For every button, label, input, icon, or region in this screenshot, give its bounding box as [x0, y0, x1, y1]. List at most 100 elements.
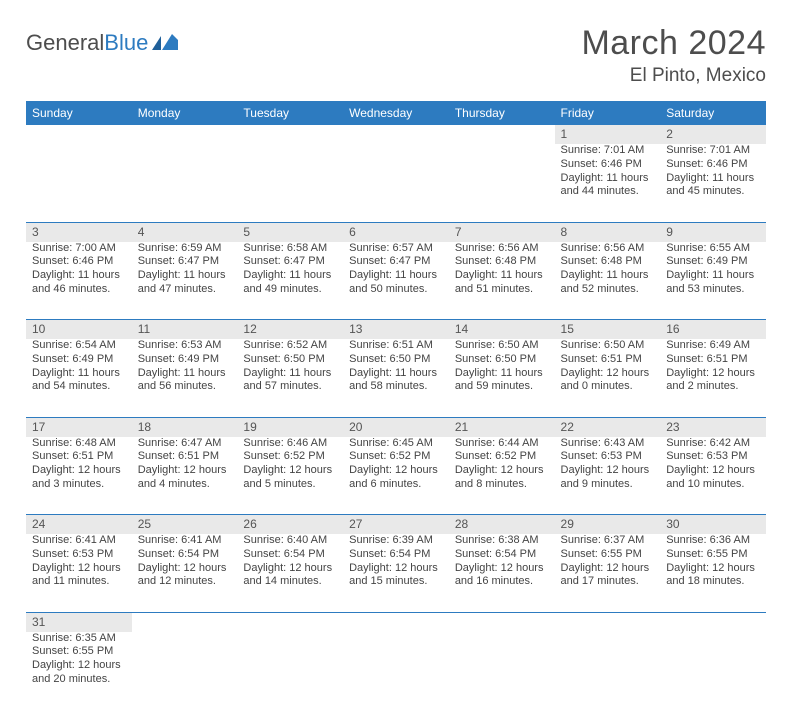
daylight: Daylight: 12 hours and 12 minutes.: [138, 562, 232, 590]
daylight: Daylight: 12 hours and 8 minutes.: [455, 464, 549, 492]
sunset: Sunset: 6:54 PM: [455, 548, 549, 562]
week-row: Sunrise: 6:48 AM Sunset: 6:51 PM Daylight:…: [26, 437, 766, 515]
day-number: 5: [237, 222, 343, 242]
sunset: Sunset: 6:51 PM: [138, 450, 232, 464]
day-number: [343, 612, 449, 632]
day-cell: [449, 144, 555, 222]
sunrise: Sunrise: 6:58 AM: [243, 242, 337, 256]
day-cell: Sunrise: 6:59 AMSunset: 6:47 PMDaylight:…: [132, 242, 238, 320]
day-cell: [343, 144, 449, 222]
sunset: Sunset: 6:48 PM: [455, 255, 549, 269]
sunrise: Sunrise: 6:44 AM: [455, 437, 549, 451]
day-cell: [132, 632, 238, 710]
day-number: 3: [26, 222, 132, 242]
day-number: 9: [660, 222, 766, 242]
col-sunday: Sunday: [26, 101, 132, 125]
sunset: Sunset: 6:49 PM: [32, 353, 126, 367]
location: El Pinto, Mexico: [581, 65, 766, 87]
daylight: Daylight: 12 hours and 16 minutes.: [455, 562, 549, 590]
day-cell: Sunrise: 6:35 AMSunset: 6:55 PMDaylight:…: [26, 632, 132, 710]
daynum-row: 24252627282930: [26, 515, 766, 535]
daylight: Daylight: 12 hours and 11 minutes.: [32, 562, 126, 590]
daylight: Daylight: 12 hours and 10 minutes.: [666, 464, 760, 492]
sunrise: Sunrise: 6:48 AM: [32, 437, 126, 451]
day-cell: Sunrise: 6:47 AMSunset: 6:51 PMDaylight:…: [132, 437, 238, 515]
sunset: Sunset: 6:46 PM: [32, 255, 126, 269]
brand-name-b: Blue: [104, 30, 148, 55]
daylight: Daylight: 12 hours and 20 minutes.: [32, 659, 126, 687]
col-thursday: Thursday: [449, 101, 555, 125]
sunrise: Sunrise: 6:49 AM: [666, 339, 760, 353]
day-number: 22: [555, 417, 661, 437]
day-cell: Sunrise: 6:41 AMSunset: 6:53 PMDaylight:…: [26, 534, 132, 612]
daylight: Daylight: 11 hours and 50 minutes.: [349, 269, 443, 297]
day-number: [555, 612, 661, 632]
daylight: Daylight: 12 hours and 17 minutes.: [561, 562, 655, 590]
daylight: Daylight: 11 hours and 58 minutes.: [349, 367, 443, 395]
daylight: Daylight: 11 hours and 53 minutes.: [666, 269, 760, 297]
sunrise: Sunrise: 6:41 AM: [138, 534, 232, 548]
daynum-row: 31: [26, 612, 766, 632]
sunset: Sunset: 6:52 PM: [243, 450, 337, 464]
day-cell: Sunrise: 7:00 AMSunset: 6:46 PMDaylight:…: [26, 242, 132, 320]
sunset: Sunset: 6:50 PM: [455, 353, 549, 367]
day-number: [660, 612, 766, 632]
daylight: Daylight: 11 hours and 49 minutes.: [243, 269, 337, 297]
sunset: Sunset: 6:53 PM: [32, 548, 126, 562]
daylight: Daylight: 12 hours and 18 minutes.: [666, 562, 760, 590]
col-saturday: Saturday: [660, 101, 766, 125]
sunrise: Sunrise: 6:56 AM: [455, 242, 549, 256]
sunrise: Sunrise: 6:51 AM: [349, 339, 443, 353]
day-number: 17: [26, 417, 132, 437]
day-number: 24: [26, 515, 132, 535]
day-cell: Sunrise: 6:56 AMSunset: 6:48 PMDaylight:…: [555, 242, 661, 320]
sunrise: Sunrise: 6:45 AM: [349, 437, 443, 451]
sunrise: Sunrise: 6:36 AM: [666, 534, 760, 548]
daylight: Daylight: 12 hours and 2 minutes.: [666, 367, 760, 395]
day-number: 30: [660, 515, 766, 535]
daylight: Daylight: 11 hours and 47 minutes.: [138, 269, 232, 297]
day-cell: [237, 632, 343, 710]
sunset: Sunset: 6:55 PM: [666, 548, 760, 562]
day-cell: Sunrise: 6:36 AMSunset: 6:55 PMDaylight:…: [660, 534, 766, 612]
week-row: Sunrise: 7:01 AMSunset: 6:46 PMDaylight:…: [26, 144, 766, 222]
sunrise: Sunrise: 6:54 AM: [32, 339, 126, 353]
day-number: 28: [449, 515, 555, 535]
day-cell: Sunrise: 6:49 AMSunset: 6:51 PMDaylight:…: [660, 339, 766, 417]
sunset: Sunset: 6:48 PM: [561, 255, 655, 269]
day-cell: Sunrise: 6:39 AMSunset: 6:54 PMDaylight:…: [343, 534, 449, 612]
sunset: Sunset: 6:50 PM: [349, 353, 443, 367]
sunset: Sunset: 6:47 PM: [243, 255, 337, 269]
daynum-row: 17181920212223: [26, 417, 766, 437]
page-title: March 2024: [581, 24, 766, 63]
sunset: Sunset: 6:53 PM: [561, 450, 655, 464]
sunset: Sunset: 6:52 PM: [349, 450, 443, 464]
daylight: Daylight: 11 hours and 52 minutes.: [561, 269, 655, 297]
day-cell: [132, 144, 238, 222]
sunset: Sunset: 6:55 PM: [561, 548, 655, 562]
sunrise: Sunrise: 7:01 AM: [666, 144, 760, 158]
week-row: Sunrise: 6:54 AMSunset: 6:49 PM Daylight:…: [26, 339, 766, 417]
col-friday: Friday: [555, 101, 661, 125]
day-cell: Sunrise: 6:48 AMSunset: 6:51 PMDaylight:…: [26, 437, 132, 515]
day-number: 12: [237, 320, 343, 340]
daylight: Daylight: 12 hours and 3 minutes.: [32, 464, 126, 492]
day-cell: Sunrise: 6:44 AMSunset: 6:52 PMDaylight:…: [449, 437, 555, 515]
day-cell: Sunrise: 6:42 AMSunset: 6:53 PMDaylight:…: [660, 437, 766, 515]
daynum-row: 3456789: [26, 222, 766, 242]
flag-icon: [152, 34, 178, 52]
day-cell: [449, 632, 555, 710]
daylight: Daylight: 11 hours and 44 minutes.: [561, 172, 655, 200]
sunrise: Sunrise: 6:50 AM: [561, 339, 655, 353]
day-cell: Sunrise: 6:43 AMSunset: 6:53 PMDaylight:…: [555, 437, 661, 515]
sunrise: Sunrise: 7:01 AM: [561, 144, 655, 158]
sunrise: Sunrise: 7:00 AM: [32, 242, 126, 256]
col-wednesday: Wednesday: [343, 101, 449, 125]
sunset: Sunset: 6:47 PM: [138, 255, 232, 269]
day-number: 16: [660, 320, 766, 340]
day-cell: [26, 144, 132, 222]
sunrise: Sunrise: 6:41 AM: [32, 534, 126, 548]
sunset: Sunset: 6:52 PM: [455, 450, 549, 464]
day-number: [449, 125, 555, 144]
daynum-row: 12: [26, 125, 766, 144]
